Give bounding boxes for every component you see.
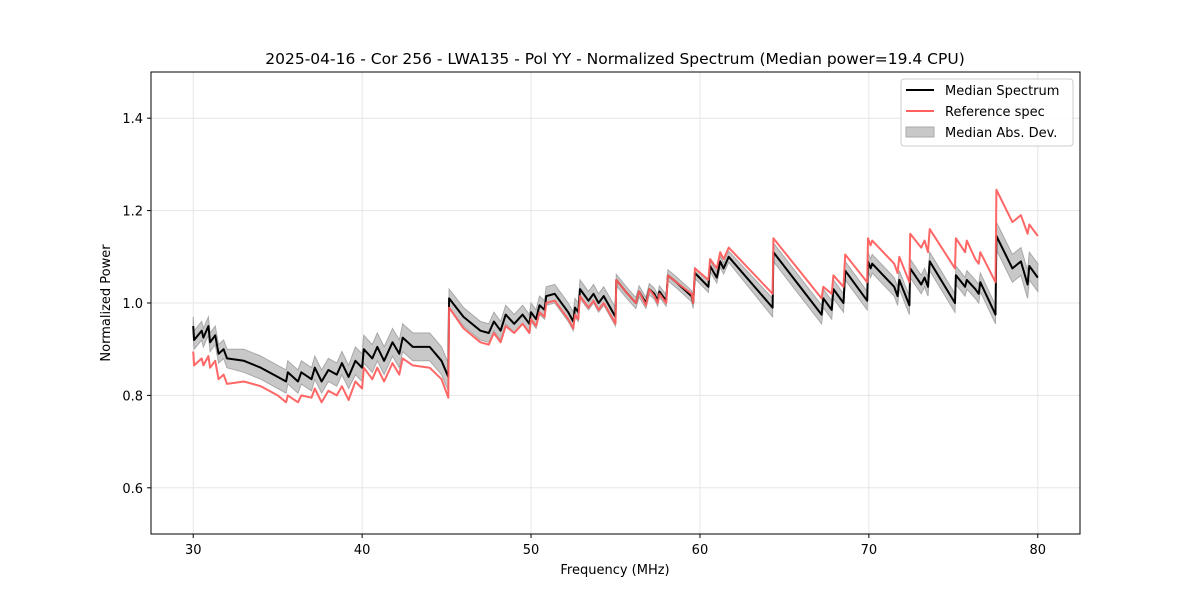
legend-mad-swatch [905,126,935,138]
axis-ticks: 30 40 50 60 70 80 0.6 0.8 1.0 1.2 1.4 [122,112,1046,558]
plot-marks [192,188,1039,404]
x-tick-label: 80 [1029,543,1046,558]
x-tick-label: 50 [523,543,540,558]
legend-reference-label: Reference spec [945,105,1045,120]
median-spectrum-line [192,235,1039,383]
y-tick-label: 1.0 [122,297,143,312]
y-tick-label: 1.4 [122,112,143,127]
legend: Median Spectrum Reference spec Median Ab… [900,78,1074,147]
legend-box [900,78,1074,147]
x-tick-label: 40 [354,543,371,558]
y-tick-label: 1.2 [122,205,143,220]
y-tick-label: 0.6 [122,482,143,497]
y-tick-label: 0.8 [122,389,143,404]
chart-title: 2025-04-16 - Cor 256 - LWA135 - Pol YY -… [265,50,965,68]
reference-spectrum-line [192,188,1039,404]
y-axis-label: Normalized Power [99,244,114,362]
legend-mad-label: Median Abs. Dev. [945,126,1057,141]
legend-median-label: Median Spectrum [945,84,1059,99]
x-tick-label: 30 [185,543,202,558]
x-tick-label: 60 [692,543,709,558]
x-tick-label: 70 [861,543,878,558]
x-axis-label: Frequency (MHz) [560,563,669,578]
